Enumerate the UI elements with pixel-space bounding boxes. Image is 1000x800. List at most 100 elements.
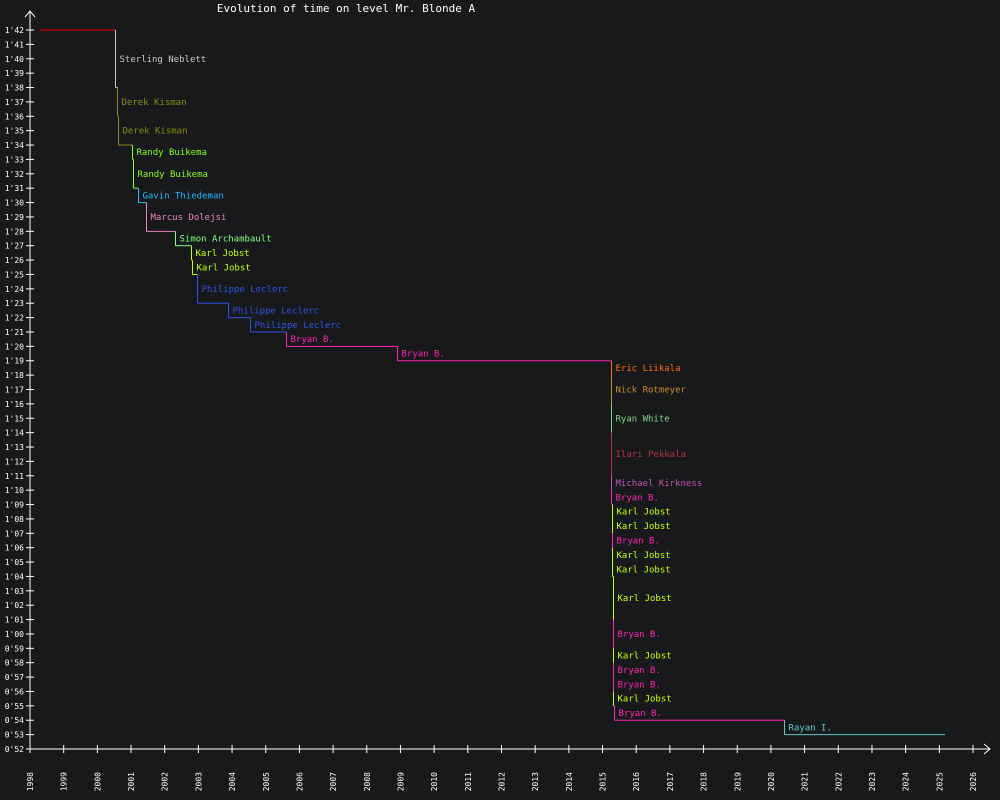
y-tick-label: 0'55 (5, 702, 24, 711)
y-tick-label: 1'23 (5, 299, 24, 308)
record-holder-label: Ryan White (616, 414, 670, 424)
y-tick-label: 1'30 (5, 199, 24, 208)
y-tick-label: 1'25 (5, 270, 24, 279)
y-tick-label: 0'54 (5, 716, 24, 725)
x-tick-label: 2001 (127, 772, 136, 791)
x-tick-label: 2012 (498, 772, 507, 791)
x-tick-label: 2009 (396, 772, 405, 791)
y-tick-label: 1'08 (5, 515, 24, 524)
y-tick-label: 1'00 (5, 630, 24, 639)
record-holder-label: Philippe Leclerc (202, 285, 289, 295)
record-holder-label: Philippe Leclerc (255, 321, 342, 331)
record-holder-label: Derek Kisman (122, 98, 187, 108)
x-tick-label: 2005 (262, 772, 271, 791)
x-tick-label: 2008 (363, 772, 372, 791)
record-holder-label: Rayan I. (789, 723, 832, 733)
y-tick-label: 1'17 (5, 386, 24, 395)
y-tick-label: 0'59 (5, 644, 24, 653)
y-tick-label: 1'26 (5, 256, 24, 265)
x-tick-label: 2016 (632, 772, 641, 791)
x-axis-arrow (983, 743, 991, 755)
x-tick-label: 2017 (666, 772, 675, 791)
y-tick-label: 1'16 (5, 400, 24, 409)
y-tick-label: 1'35 (5, 127, 24, 136)
record-holder-label: Karl Jobst (617, 522, 671, 532)
axes (24, 10, 991, 755)
record-holder-label: Bryan B. (618, 680, 661, 690)
y-tick-label: 1'15 (5, 414, 24, 423)
record-holder-label: Bryan B. (619, 709, 662, 719)
y-tick-label: 1'40 (5, 55, 24, 64)
y-tick-label: 1'33 (5, 155, 24, 164)
x-tick-label: 2010 (430, 772, 439, 791)
y-axis-arrow (24, 10, 36, 18)
record-holder-label: Eric Liikala (616, 364, 681, 374)
y-tick-label: 0'58 (5, 659, 24, 668)
y-tick-label: 1'34 (5, 141, 24, 150)
record-holder-label: Ilari Pekkala (616, 450, 686, 460)
x-tick-label: 1998 (26, 772, 35, 791)
y-tick-label: 1'27 (5, 242, 24, 251)
y-tick-label: 1'37 (5, 98, 24, 107)
x-tick-label: 2000 (93, 772, 102, 791)
record-holder-label: Sterling Neblett (120, 55, 207, 65)
y-tick-label: 1'42 (5, 26, 24, 35)
record-holder-label: Karl Jobst (617, 508, 671, 518)
y-tick-label: 1'03 (5, 587, 24, 596)
y-tick-label: 1'07 (5, 529, 24, 538)
y-tick-label: 1'18 (5, 371, 24, 380)
record-holder-label: Randy Buikema (138, 170, 208, 180)
record-holder-label: Bryan B. (616, 493, 659, 503)
record-holder-label: Bryan B. (291, 335, 334, 345)
y-tick-label: 1'21 (5, 328, 24, 337)
x-tick-label: 1999 (60, 772, 69, 791)
y-tick-label: 1'36 (5, 112, 24, 121)
y-tick-label: 1'28 (5, 227, 24, 236)
y-tick-label: 0'52 (5, 745, 24, 754)
x-tick-label: 2019 (733, 772, 742, 791)
x-tick-label: 2002 (161, 772, 170, 791)
x-tick-label: 2013 (531, 772, 540, 791)
y-tick-label: 1'10 (5, 486, 24, 495)
record-holder-label: Bryan B. (618, 666, 661, 676)
y-tick-label: 1'13 (5, 443, 24, 452)
record-holder-label: Marcus Dolejsi (151, 213, 227, 223)
y-tick-label: 1'04 (5, 572, 24, 581)
y-tick-label: 1'02 (5, 601, 24, 610)
record-holder-label: Karl Jobst (618, 594, 672, 604)
y-tick-label: 1'14 (5, 429, 24, 438)
y-tick-label: 1'05 (5, 558, 24, 567)
x-tick-label: 2006 (295, 772, 304, 791)
y-tick-label: 1'31 (5, 184, 24, 193)
record-holder-label: Philippe Leclerc (233, 306, 320, 316)
x-tick-label: 2024 (902, 772, 911, 791)
record-holder-label: Nick Rotmeyer (616, 386, 687, 396)
record-holder-label: Simon Archambault (180, 235, 272, 245)
y-tick-label: 1'41 (5, 40, 24, 49)
y-tick-label: 1'38 (5, 84, 24, 93)
y-tick-label: 1'32 (5, 170, 24, 179)
y-tick-label: 0'53 (5, 731, 24, 740)
y-tick-label: 1'20 (5, 342, 24, 351)
x-tick-label: 2004 (228, 772, 237, 791)
y-tick-label: 0'56 (5, 687, 24, 696)
chart-title: Evolution of time on level Mr. Blonde A (217, 2, 476, 15)
y-tick-label: 1'24 (5, 285, 24, 294)
x-tick-label: 2015 (599, 772, 608, 791)
record-holder-label: Karl Jobst (197, 263, 251, 273)
x-tick-label: 2011 (464, 772, 473, 791)
x-tick-label: 2026 (969, 772, 978, 791)
record-holder-label: Bryan B. (618, 630, 661, 640)
x-tick-label: 2022 (834, 772, 843, 791)
record-holder-label: Randy Buikema (137, 148, 207, 158)
y-tick-label: 0'57 (5, 673, 24, 682)
x-tick-label: 2021 (801, 772, 810, 791)
x-tick-label: 2020 (767, 772, 776, 791)
record-holder-label: Karl Jobst (617, 565, 671, 575)
y-tick-label: 1'06 (5, 544, 24, 553)
y-tick-label: 1'22 (5, 314, 24, 323)
x-tick-label: 2003 (194, 772, 203, 791)
record-holder-label: Karl Jobst (617, 551, 671, 561)
record-holder-label: Karl Jobst (618, 652, 672, 662)
